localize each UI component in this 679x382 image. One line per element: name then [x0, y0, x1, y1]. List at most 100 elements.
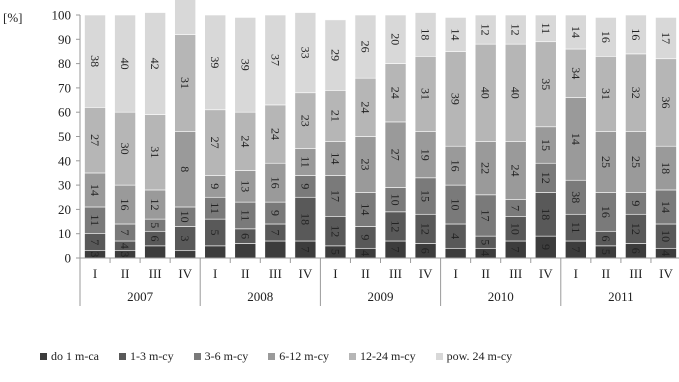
segment-value-label: 22 — [479, 162, 493, 174]
segment-value-label: 6 — [419, 248, 433, 254]
segment-value-label: 17 — [328, 190, 342, 202]
segment-value-label: 23 — [298, 115, 312, 127]
segment-value-label: 27 — [88, 134, 102, 146]
segment-value-label: 12 — [629, 223, 643, 235]
segment-value-label: 4 — [479, 250, 493, 256]
x-tick-label: I — [453, 266, 457, 281]
segment-value-label: 16 — [449, 160, 463, 172]
segment-value-label: 29 — [328, 49, 342, 61]
segment-value-label: 32 — [629, 87, 643, 99]
segment-value-label: 38 — [88, 55, 102, 67]
segment-value-label: 25 — [629, 156, 643, 168]
segment-value-label: 35 — [539, 78, 553, 90]
year-label: 2009 — [368, 289, 394, 304]
segment-value-label: 34 — [569, 67, 583, 79]
segment-value-label: 36 — [659, 96, 673, 108]
year-label: 2007 — [127, 289, 154, 304]
segment-value-label: 11 — [539, 23, 553, 35]
legend-item: 1-3 m-cy — [118, 349, 174, 364]
segment-value-label: 3 — [118, 251, 132, 257]
segment-value-label: 4 — [358, 250, 372, 256]
legend-label: 12-24 m-cy — [359, 349, 416, 363]
segment-value-label: 11 — [238, 210, 252, 222]
segment-value-label: 3 — [88, 251, 102, 257]
segment-value-label: 9 — [358, 234, 372, 240]
segment-value-label: 7 — [298, 246, 312, 252]
segment-value-label: 16 — [268, 177, 282, 189]
x-tick-label: III — [269, 266, 282, 281]
segment-value-label: 6 — [148, 236, 162, 242]
segment-value-label: 24 — [389, 87, 403, 99]
segment-value-label: 14 — [659, 201, 673, 213]
legend-swatch — [118, 353, 126, 360]
bar-segment — [324, 19, 347, 91]
segment-value-label: 39 — [238, 59, 252, 71]
legend-swatch — [40, 353, 47, 360]
bar-segment — [384, 14, 407, 64]
bar-segment — [565, 14, 587, 50]
segment-value-label: 6 — [629, 248, 643, 254]
segment-value-label: 23 — [358, 158, 372, 170]
chart-legend: do 1 m-ca 1-3 m-cy 3-6 m-cy 6-12 m-cy 12-24 … — [40, 349, 670, 364]
year-label: 2011 — [608, 289, 634, 304]
legend-swatch — [348, 353, 356, 360]
bar-segment — [504, 14, 527, 45]
segment-value-label: 8 — [178, 166, 192, 172]
bar-segment — [114, 14, 136, 113]
x-tick-label: III — [149, 266, 162, 281]
segment-value-label: 3 — [178, 236, 192, 242]
segment-value-label: 12 — [479, 24, 493, 36]
segment-value-label: 7 — [389, 246, 403, 252]
segment-value-label: 15 — [419, 190, 433, 202]
bar-segment — [174, 250, 196, 259]
year-label: 2010 — [488, 289, 514, 304]
x-tick-label: III — [509, 266, 522, 281]
y-axis-label: [%] — [3, 10, 23, 25]
x-tick-label: IV — [178, 266, 192, 281]
segment-value-label: 24 — [509, 165, 523, 177]
segment-value-label: 12 — [328, 225, 342, 237]
segment-value-label: 17 — [479, 209, 493, 221]
segment-value-label: 18 — [298, 213, 312, 225]
segment-value-label: 37 — [268, 54, 282, 66]
segment-value-label: 12 — [539, 172, 553, 184]
x-tick-label: IV — [419, 266, 433, 281]
segment-value-label: 12 — [389, 220, 403, 232]
segment-value-label: 39 — [449, 93, 463, 105]
segment-value-label: 9 — [629, 200, 643, 206]
segment-value-label: 40 — [118, 58, 132, 70]
segment-value-label: 11 — [298, 156, 312, 168]
bar-segment — [174, 0, 196, 35]
segment-value-label: 24 — [238, 135, 252, 147]
segment-value-label: 7 — [118, 229, 132, 235]
segment-value-label: 12 — [509, 24, 523, 36]
legend-swatch — [435, 353, 443, 360]
segment-value-label: 14 — [328, 152, 342, 164]
bar-segment — [595, 17, 617, 57]
segment-value-label: 19 — [419, 149, 433, 161]
x-tick-label: III — [389, 266, 402, 281]
segment-value-label: 16 — [118, 199, 132, 211]
segment-value-label: 42 — [148, 58, 162, 70]
segment-value-label: 39 — [208, 56, 222, 68]
segment-value-label: 9 — [208, 183, 222, 189]
x-tick-label: IV — [539, 266, 553, 281]
segment-value-label: 17 — [659, 32, 673, 44]
segment-value-label: 7 — [268, 229, 282, 235]
segment-value-label: 18 — [539, 208, 553, 220]
segment-value-label: 16 — [599, 206, 613, 218]
segment-value-label: 18 — [659, 162, 673, 174]
x-tick-label: IV — [659, 266, 673, 281]
segment-value-label: 9 — [298, 183, 312, 189]
segment-value-label: 14 — [569, 26, 583, 38]
segment-value-label: 14 — [569, 133, 583, 145]
legend-label: do 1 m-ca — [51, 349, 99, 363]
segment-value-label: 24 — [268, 128, 282, 140]
bar-segment — [234, 243, 257, 259]
y-tick-label: 100 — [52, 8, 72, 23]
segment-value-label: 16 — [629, 28, 643, 40]
bar-segment — [414, 12, 437, 57]
segment-value-label: 31 — [599, 88, 613, 100]
y-tick-label: 30 — [58, 178, 71, 193]
